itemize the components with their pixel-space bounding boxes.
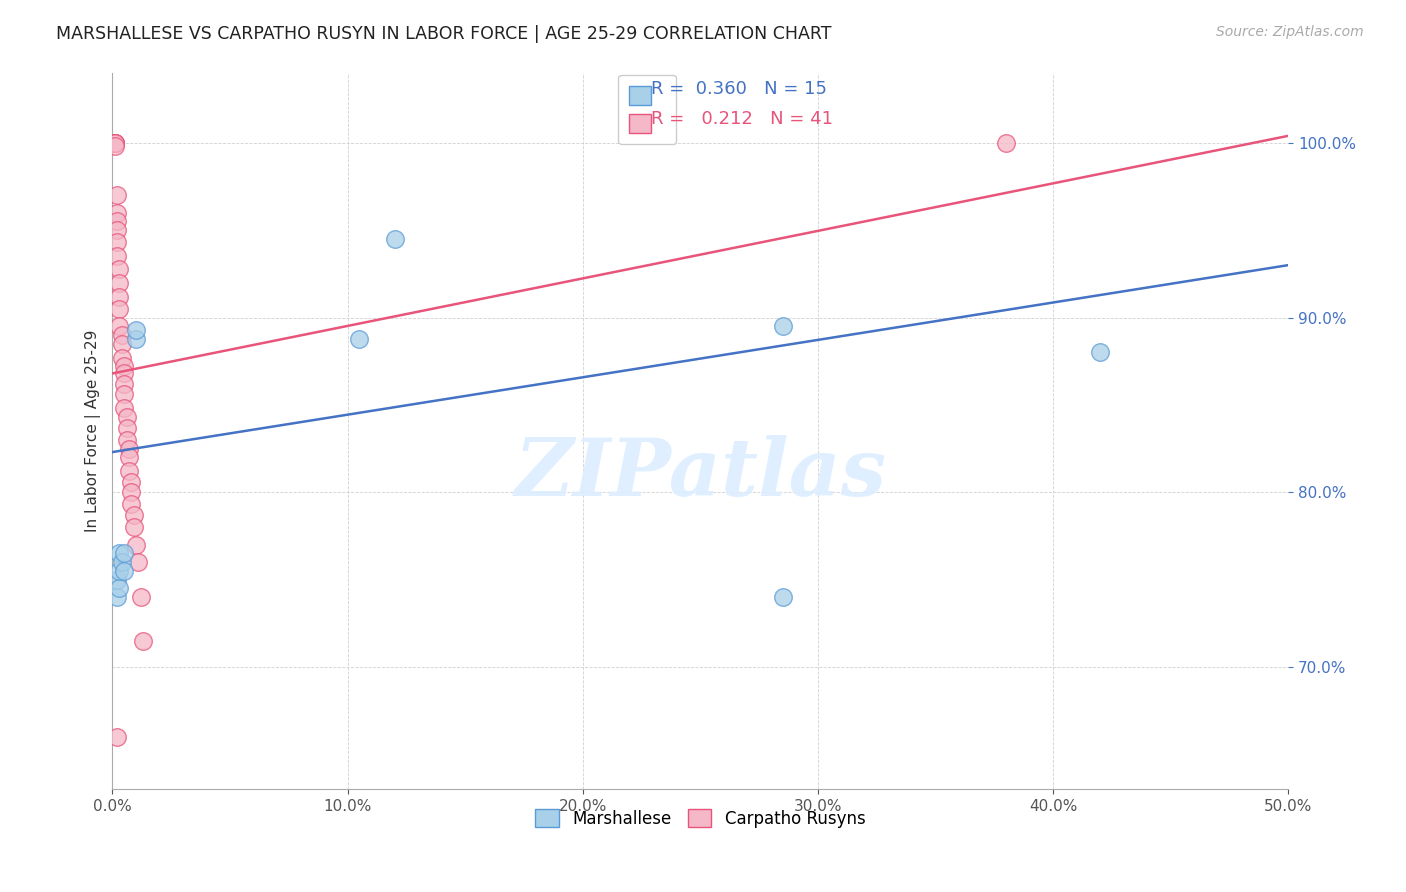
Point (108, 261, 131, 276)
Point (112, 401, 135, 416)
Point (994, 136, 1017, 150)
Point (118, 464, 141, 478)
Point (108, 582, 131, 596)
Point (129, 590, 152, 604)
Point (105, 188, 128, 202)
Point (104, 136, 127, 150)
Point (132, 633, 155, 648)
Y-axis label: In Labor Force | Age 25-29: In Labor Force | Age 25-29 (86, 330, 101, 533)
Point (772, 319, 794, 334)
Point (112, 376, 135, 391)
Legend: Marshallese, Carpatho Rusyns: Marshallese, Carpatho Rusyns (529, 803, 872, 835)
Point (111, 336, 134, 351)
Point (120, 485, 142, 500)
Text: MARSHALLESE VS CARPATHO RUSYN IN LABOR FORCE | AGE 25-29 CORRELATION CHART: MARSHALLESE VS CARPATHO RUSYN IN LABOR F… (56, 25, 832, 43)
Point (104, 136, 127, 150)
Point (115, 410, 138, 425)
Text: R =   0.212   N = 41: R = 0.212 N = 41 (651, 110, 832, 128)
Point (108, 319, 131, 334)
Point (115, 420, 138, 434)
Point (108, 289, 131, 303)
Point (118, 442, 141, 456)
Point (112, 564, 135, 578)
Point (108, 546, 131, 560)
Point (105, 205, 128, 219)
Text: Source: ZipAtlas.com: Source: ZipAtlas.com (1216, 25, 1364, 39)
Point (105, 590, 128, 604)
Point (120, 475, 142, 489)
Point (115, 433, 138, 447)
Point (122, 520, 145, 534)
Point (127, 555, 149, 569)
Point (125, 323, 148, 337)
Point (384, 232, 406, 246)
Text: ZIPatlas: ZIPatlas (515, 435, 886, 513)
Point (105, 235, 128, 250)
Point (112, 387, 135, 401)
Point (112, 546, 135, 560)
Point (105, 573, 128, 587)
Point (105, 730, 128, 744)
Point (1088, 345, 1111, 359)
Point (104, 136, 127, 150)
Point (349, 331, 371, 345)
Point (120, 498, 142, 512)
Point (105, 214, 128, 228)
Point (112, 359, 135, 374)
Point (125, 331, 148, 345)
Point (108, 276, 131, 290)
Point (108, 301, 131, 316)
Point (105, 223, 128, 237)
Point (111, 555, 134, 569)
Point (125, 538, 148, 552)
Point (111, 328, 134, 343)
Point (772, 590, 794, 604)
Point (112, 367, 135, 381)
Point (108, 564, 131, 578)
Point (104, 136, 127, 150)
Point (122, 508, 145, 522)
Point (105, 249, 128, 263)
Text: R =  0.360   N = 15: R = 0.360 N = 15 (651, 80, 827, 98)
Point (111, 351, 134, 365)
Point (118, 450, 141, 465)
Point (104, 139, 127, 153)
